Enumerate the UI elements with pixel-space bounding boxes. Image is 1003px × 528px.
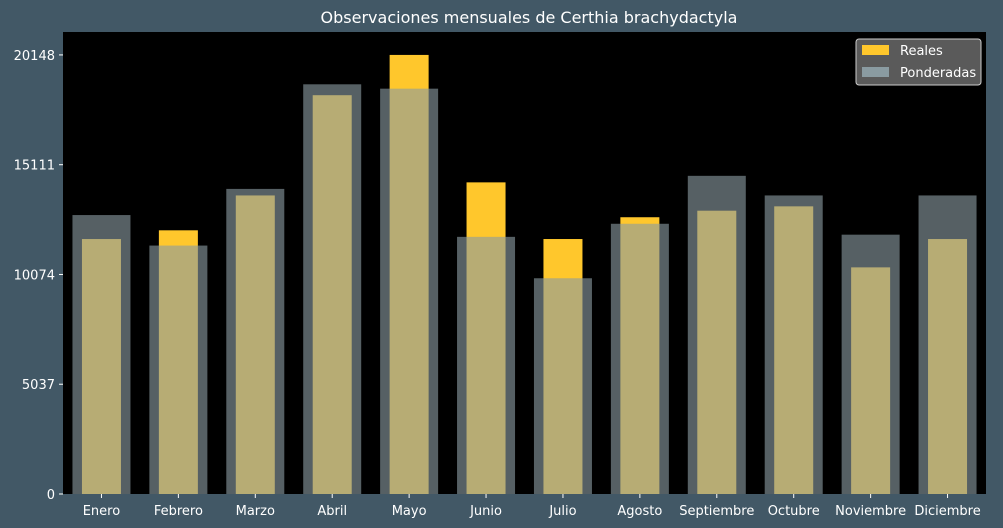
legend-swatch-reales xyxy=(862,45,889,55)
bar-ponderadas-11 xyxy=(918,195,977,494)
bars-layer xyxy=(72,54,977,495)
x-tick-label: Septiembre xyxy=(679,504,754,519)
x-tick-label: Julio xyxy=(548,504,576,519)
legend: Reales Ponderadas xyxy=(855,38,982,86)
legend-label-reales: Reales xyxy=(900,44,943,59)
bar-ponderadas-3 xyxy=(303,84,362,495)
x-tick-label: Marzo xyxy=(236,504,275,519)
x-tick-label: Octubre xyxy=(768,504,820,519)
x-tick-label: Noviembre xyxy=(835,504,906,519)
x-tick-label: Enero xyxy=(83,504,121,519)
bar-ponderadas-1 xyxy=(149,245,208,494)
bar-ponderadas-2 xyxy=(226,188,285,495)
plot-background xyxy=(63,32,986,494)
x-tick-label: Febrero xyxy=(154,504,203,519)
bar-ponderadas-9 xyxy=(764,195,823,494)
x-tick-label: Diciembre xyxy=(914,504,980,519)
y-tick-label: 15111 xyxy=(14,159,55,174)
bar-ponderadas-8 xyxy=(687,175,746,494)
bar-ponderadas-7 xyxy=(610,223,669,494)
y-tick-label: 0 xyxy=(47,488,55,503)
bar-ponderadas-10 xyxy=(841,234,900,495)
axes-layer: Enero Febrero Marzo Abril Mayo Junio Julio Agos… xyxy=(14,49,981,519)
y-tick-label: 5037 xyxy=(22,378,55,393)
y-tick-label: 10074 xyxy=(14,268,55,283)
legend-label-ponderadas: Ponderadas xyxy=(900,66,976,81)
bar-ponderadas-4 xyxy=(380,88,439,495)
chart-title: Observaciones mensuales de Certhia brach… xyxy=(320,8,738,27)
x-tick-label: Mayo xyxy=(392,504,427,519)
bar-ponderadas-6 xyxy=(533,278,592,494)
y-tick-label: 20148 xyxy=(14,49,55,64)
x-tick-label: Agosto xyxy=(617,504,662,519)
bar-ponderadas-0 xyxy=(72,215,131,494)
bar-ponderadas-5 xyxy=(457,236,516,494)
legend-swatch-ponderadas xyxy=(862,67,889,77)
x-tick-label: Junio xyxy=(469,504,502,519)
x-tick-label: Abril xyxy=(317,504,347,519)
